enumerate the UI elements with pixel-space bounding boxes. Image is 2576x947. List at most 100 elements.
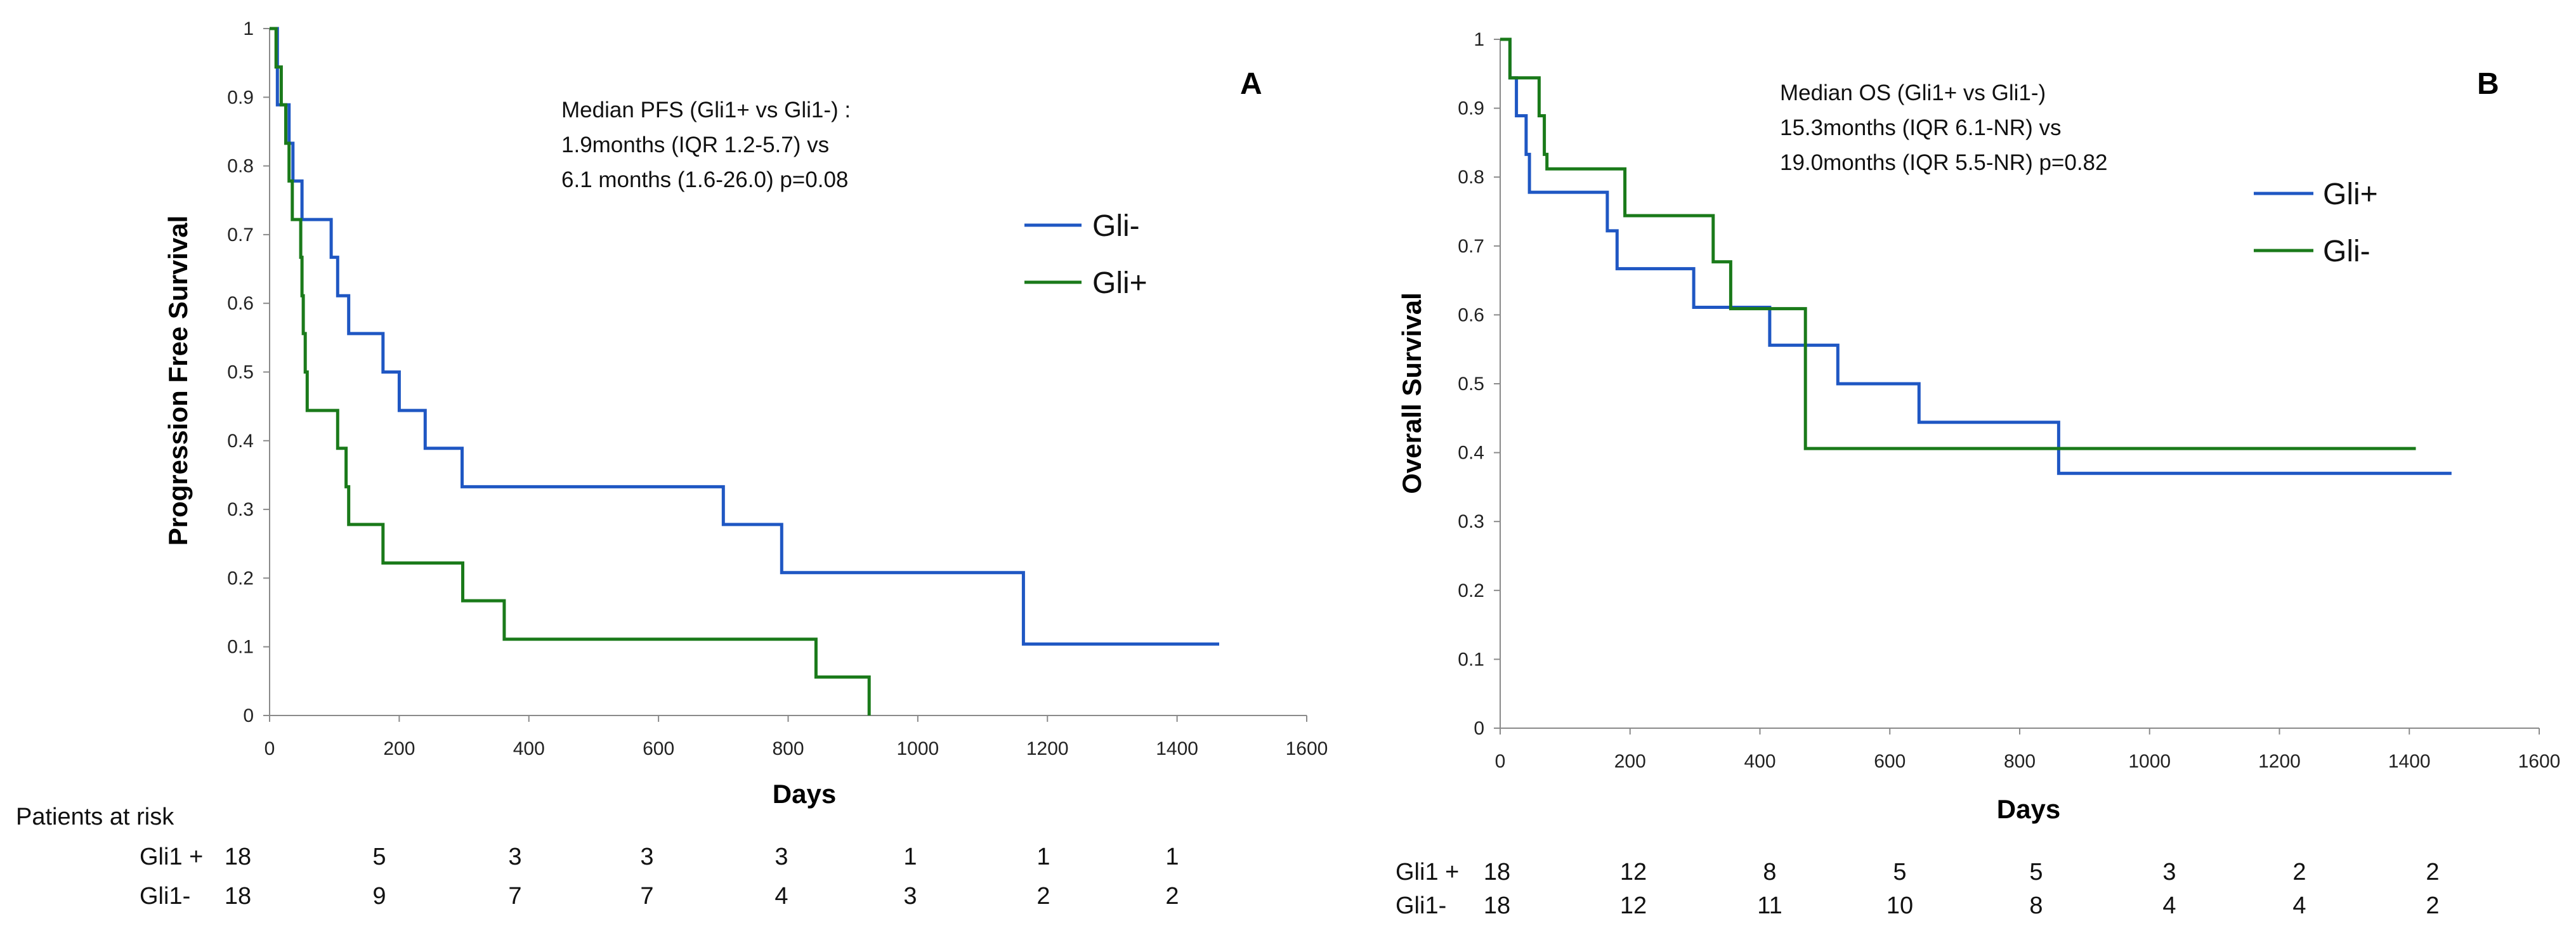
risk-row-label: Gli1- [140,883,190,910]
risk-value: 7 [508,883,521,910]
chart-a-legend: Gli- Gli+ [1024,209,1147,300]
chart-a-xtick-label: 1400 [1156,738,1198,759]
chart-b-ylabel: Overall Survival [1397,292,1427,494]
chart-a-xlabel: Days [773,779,836,809]
chart-a-legend-label: Gli- [1092,209,1140,243]
risk-value: 2 [1036,883,1050,910]
chart-b-xtick-label: 1400 [2388,751,2431,772]
chart-a-xtick-label: 0 [265,738,275,759]
chart-b-ytick-label: 0.8 [1458,167,1484,188]
risk-value: 1 [903,844,917,870]
chart-b-ytick-label: 1 [1474,29,1484,50]
risk-row-label: Gli1 + [1396,859,1459,885]
chart-a-series-gliminus [270,27,1219,646]
chart-a-ytick-label: 0.5 [227,362,254,383]
chart-b-xtick-label: 0 [1495,751,1506,772]
chart-b-series-gliminus [1500,37,2416,450]
risk-value: 8 [1763,859,1776,885]
risk-value: 1 [1165,844,1179,870]
risk-value: 2 [2292,859,2306,885]
chart-a-series-gliplus [270,27,871,715]
chart-a-xtick-label: 1000 [897,738,939,759]
chart-b-ytick-label: 0.7 [1458,236,1484,257]
chart-a-risk-table: Patients at risk Gli1 + Gli1- [16,804,203,910]
chart-b-xlabel: Days [1997,794,2060,824]
chart-b-xtick-label: 800 [2004,751,2036,772]
risk-value: 7 [640,883,653,910]
chart-b-xtick-label: 600 [1874,751,1906,772]
risk-value: 12 [1620,859,1647,885]
risk-value: 18 [225,883,251,910]
chart-a-plot: 0 0.1 0.2 0.3 0.4 0.5 0.6 0.7 0.8 0.9 1 0 200 400 600 8… [225,18,1328,910]
chart-a-ytick-label: 0.6 [227,293,254,314]
chart-b-legend-label: Gli- [2323,235,2370,268]
risk-value: 9 [372,883,386,910]
chart-b-legend: Gli+ Gli- [2254,178,2378,268]
risk-value: 3 [903,883,917,910]
chart-a-annotation: Median PFS (Gli1+ vs Gli1-) : 1.9months … [561,98,851,192]
risk-value: 3 [640,844,653,870]
risk-value: 4 [2162,892,2176,919]
chart-a-ytick-label: 0 [243,705,254,726]
risk-value: 3 [508,844,521,870]
chart-a-ytick-label: 0.7 [227,225,254,245]
risk-row-label: Gli1 + [140,844,203,870]
chart-b-xtick-label: 1000 [2128,751,2171,772]
chart-a-legend-label: Gli+ [1092,266,1147,300]
risk-value: 5 [1893,859,1906,885]
chart-b-xtick-label: 1600 [2518,751,2561,772]
chart-b-annotation-line: 15.3months (IQR 6.1-NR) vs [1780,115,2061,140]
risk-table-title: Patients at risk [16,804,174,830]
chart-a-xtick-label: 1200 [1026,738,1069,759]
chart-b-legend-label: Gli+ [2323,178,2378,211]
risk-row-label: Gli1- [1396,892,1446,919]
risk-value: 8 [2029,892,2043,919]
chart-b-ytick-label: 0.5 [1458,374,1484,395]
risk-value: 12 [1620,892,1647,919]
chart-a-ytick-label: 0.2 [227,568,254,589]
chart-a-xtick-label: 600 [643,738,674,759]
risk-value: 11 [1757,892,1782,919]
chart-a-xtick-label: 800 [772,738,804,759]
risk-value: 18 [225,844,251,870]
chart-a-xtick-label: 200 [383,738,415,759]
risk-value: 4 [2292,892,2306,919]
chart-b-ytick-label: 0.1 [1458,649,1484,670]
chart-b-plot: 00.10.20.30.40.50.60.70.80.910 200 400 600 8… [1458,29,2560,919]
risk-value: 2 [1165,883,1179,910]
risk-value: 4 [775,883,788,910]
chart-a: Progression Free Survival Days A Median … [16,67,1262,910]
chart-b-ytick-label: 0.3 [1458,511,1484,532]
risk-value: 18 [1484,859,1510,885]
chart-b-panel-label: B [2477,67,2499,101]
chart-a-ytick-label: 0.3 [227,499,254,520]
chart-b-annotation-line: Median OS (Gli1+ vs Gli1-) [1780,81,2046,105]
chart-a-annotation-line: 6.1 months (1.6-26.0) p=0.08 [561,167,848,192]
chart-b-annotation: Median OS (Gli1+ vs Gli1-) 15.3months (I… [1780,81,2108,175]
chart-b-ytick-label: 0.6 [1458,304,1484,325]
chart-a-ylabel: Progression Free Survival [163,216,193,546]
risk-value: 5 [2029,859,2043,885]
chart-a-annotation-line: Median PFS (Gli1+ vs Gli1-) : [561,98,851,122]
chart-b: Overall Survival Days B Median OS (Gli1+… [1396,67,2499,919]
chart-b-series-gliplus [1500,37,2452,475]
risk-value: 5 [372,844,386,870]
chart-a-annotation-line: 1.9months (IQR 1.2-5.7) vs [561,133,829,157]
chart-a-xtick-label: 1600 [1286,738,1328,759]
chart-b-xtick-label: 200 [1614,751,1646,772]
chart-b-annotation-line: 19.0months (IQR 5.5-NR) p=0.82 [1780,150,2108,175]
chart-b-xtick-label: 400 [1744,751,1775,772]
risk-value: 1 [1036,844,1050,870]
risk-value: 2 [2426,892,2439,919]
chart-a-ytick-label: 0.4 [227,431,254,452]
risk-value: 3 [775,844,788,870]
chart-a-ytick-label: 0.9 [227,87,254,108]
chart-b-ytick-label: 0.9 [1458,98,1484,119]
chart-a-xtick-label: 400 [513,738,545,759]
chart-b-ytick-label: 0.4 [1458,443,1484,464]
chart-a-ytick-label: 0.1 [227,637,254,658]
chart-a-panel-label: A [1240,67,1262,101]
chart-b-ytick-label: 0 [1474,718,1484,739]
risk-value: 18 [1484,892,1510,919]
